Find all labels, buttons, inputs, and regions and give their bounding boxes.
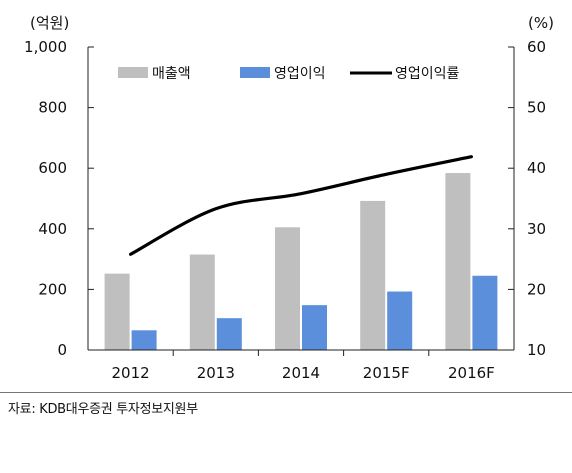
combo-chart: (억원) (%) 0 200 400 600 800 1,000 10 20 30 40 50 60… (24, 14, 554, 382)
left-tick-label: 600 (38, 159, 67, 177)
line-operating-margin (129, 155, 473, 256)
left-axis-unit-label: (억원) (30, 14, 69, 32)
bar-series-group (104, 173, 498, 350)
source-note: 자료: KDB대우증권 투자정보지원부 (8, 402, 198, 417)
legend-label: 영업이익률 (395, 66, 460, 82)
legend: 매출액 영업이익 영업이익률 (118, 66, 460, 82)
bar-revenue (104, 273, 130, 350)
line-series-group (129, 155, 473, 256)
right-tick-label: 20 (527, 280, 546, 298)
bar-operating-profit (216, 318, 242, 350)
bar-revenue (275, 227, 300, 350)
left-tick-label: 0 (57, 341, 67, 359)
source-divider (0, 392, 572, 393)
bar-operating-profit (387, 291, 413, 350)
left-axis: 0 200 400 600 800 1,000 (24, 38, 94, 359)
right-axis-unit-label: (%) (528, 14, 554, 32)
x-tick-label: 2016F (448, 364, 495, 382)
bar-operating-profit (472, 275, 498, 350)
left-tick-label: 400 (38, 220, 67, 238)
axis-lines (87, 47, 515, 351)
left-tick-label: 200 (38, 280, 67, 298)
right-tick-label: 10 (527, 341, 546, 359)
legend-label: 영업이익 (274, 66, 326, 82)
bar-revenue (189, 254, 215, 350)
right-tick-label: 50 (527, 99, 546, 117)
right-tick-label: 60 (527, 38, 546, 56)
x-tick-label: 2014 (282, 364, 320, 382)
x-tick-label: 2013 (197, 364, 235, 382)
left-tick-label: 800 (38, 99, 67, 117)
right-tick-label: 30 (527, 220, 546, 238)
legend-label: 매출액 (152, 66, 191, 82)
left-tick-label: 1,000 (24, 38, 67, 56)
bar-revenue (445, 173, 471, 350)
bar-revenue (360, 200, 386, 350)
right-tick-label: 40 (527, 159, 546, 177)
bar-operating-profit (131, 330, 157, 350)
x-tick-label: 2012 (112, 364, 150, 382)
bar-operating-profit (302, 305, 327, 350)
x-axis: 2012 2013 2014 2015F 2016F (112, 350, 495, 382)
legend-swatch (118, 67, 148, 78)
x-tick-label: 2015F (363, 364, 410, 382)
legend-swatch (240, 67, 270, 78)
right-axis: 10 20 30 40 50 60 (508, 38, 546, 359)
